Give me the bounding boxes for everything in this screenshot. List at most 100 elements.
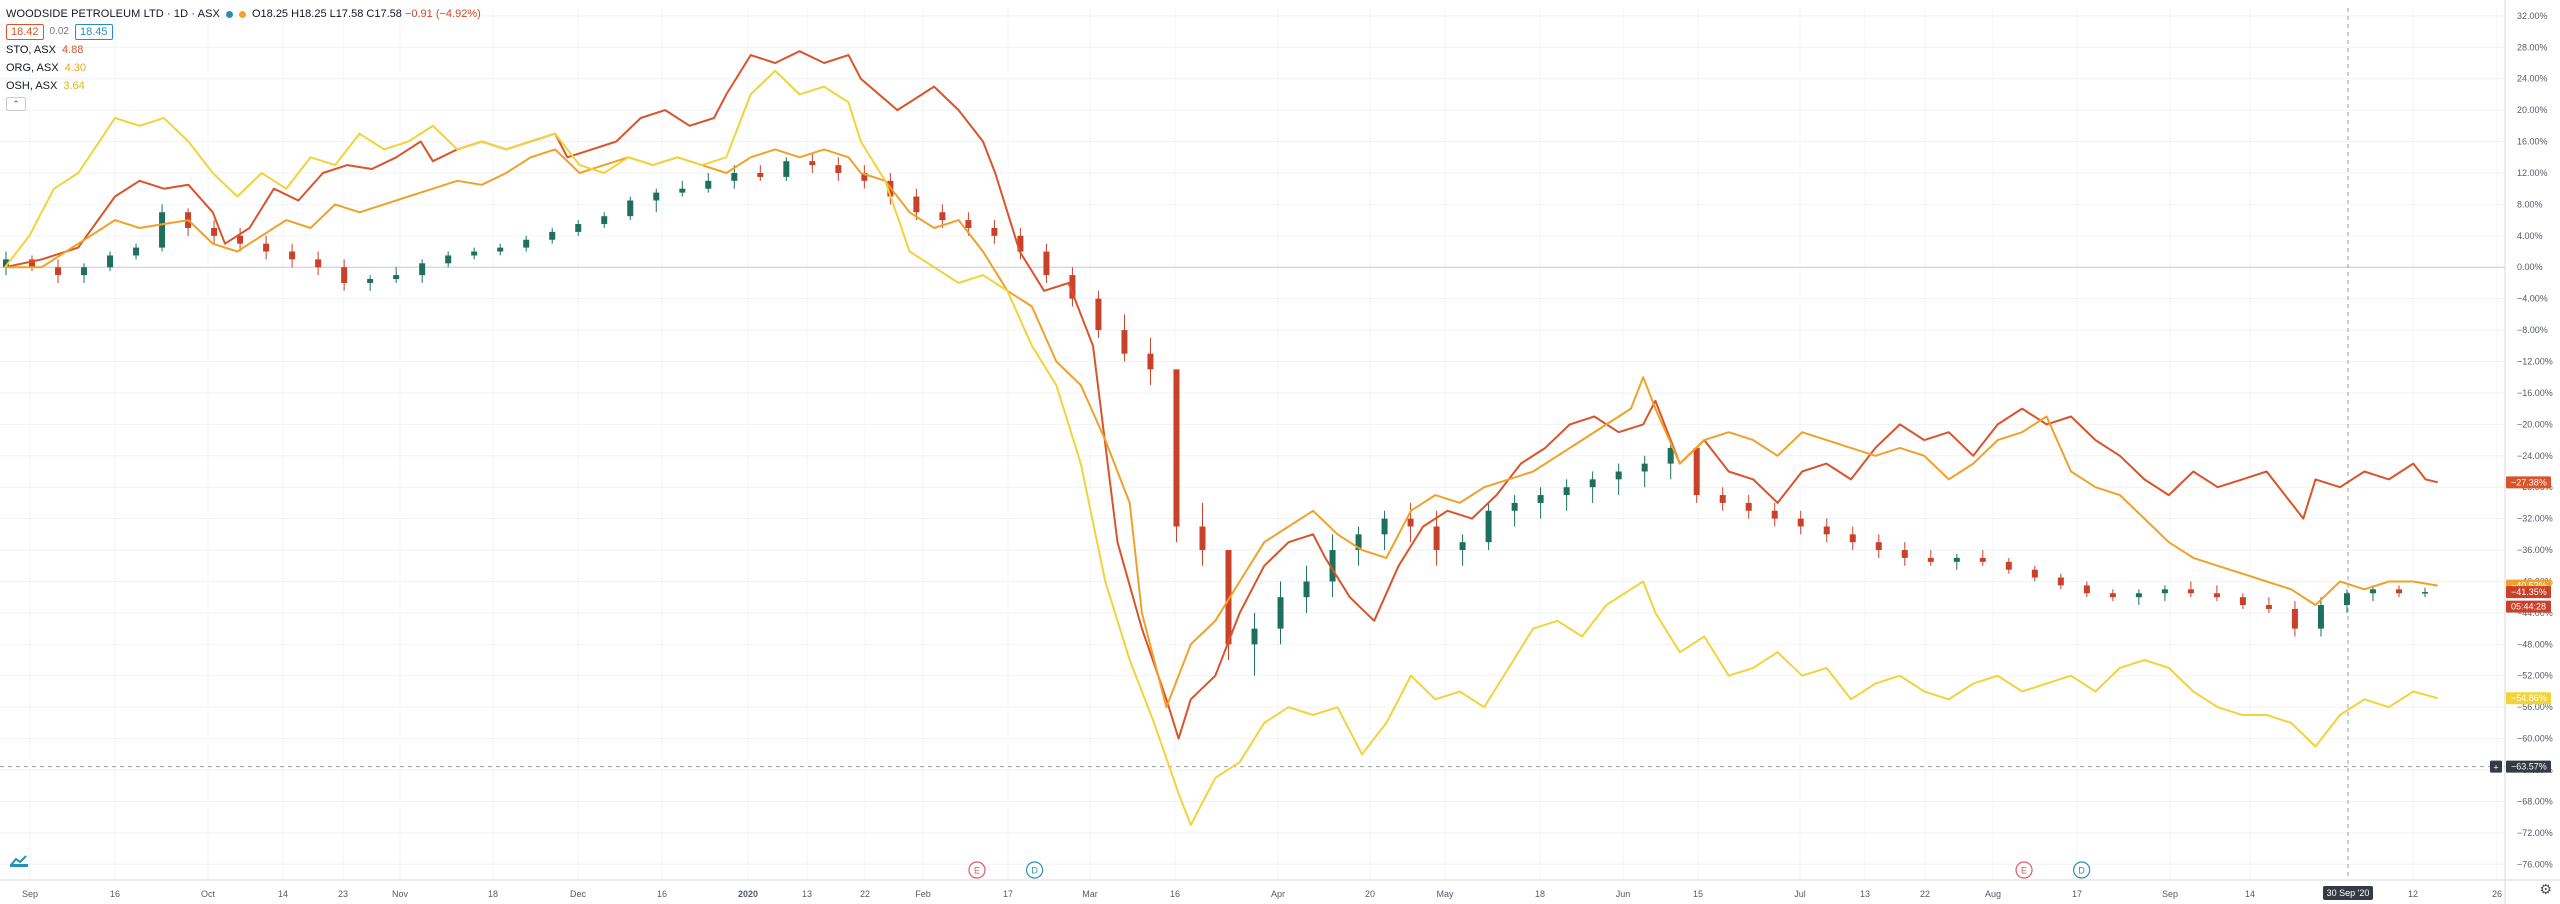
- x-tick-label: 16: [110, 889, 120, 899]
- y-tick-label: −52.00%: [2517, 671, 2553, 681]
- ohlc-values: O18.25 H18.25 L17.58 C17.58 −0.91 (−4.92…: [252, 7, 481, 21]
- compare-value-sto: 4.88: [61, 44, 84, 56]
- x-tick-label: 12: [2408, 889, 2418, 899]
- event-marker: E: [968, 861, 986, 879]
- candle-body: [1641, 463, 1648, 472]
- x-tick-label: 18: [1535, 889, 1545, 899]
- candle-body: [1043, 251, 1050, 276]
- collapse-legend-icon[interactable]: ⌃: [6, 97, 26, 111]
- candle-body: [965, 220, 972, 228]
- crosshair-date-tag: 30 Sep '20: [2323, 886, 2373, 900]
- ask-box[interactable]: 18.45: [75, 24, 113, 40]
- y-tick-label: 0.00%: [2517, 262, 2543, 272]
- candle-body: [393, 275, 400, 280]
- candle-body: [1979, 557, 1986, 562]
- candle-body: [1875, 542, 1882, 551]
- series-line-sto: [4, 50, 2439, 740]
- candle-body: [575, 224, 582, 232]
- event-label: D: [1031, 866, 1038, 876]
- price-tag: −54.86%: [2506, 692, 2551, 705]
- candle-body: [1485, 510, 1492, 543]
- tradingview-logo-icon[interactable]: [10, 855, 28, 867]
- gear-icon[interactable]: ⚙: [2539, 881, 2552, 897]
- price-tag-text: −27.38%: [2511, 477, 2547, 487]
- price-axis[interactable]: 32.00% 28.00% 24.00% 20.00% 16.00% 12.00% 8.00…: [2517, 11, 2553, 869]
- candle-body: [1121, 330, 1128, 354]
- candle-body: [1459, 542, 1466, 551]
- candle-body: [653, 192, 660, 201]
- time-axis[interactable]: Sep 16 Oct 14 23 Nov 18 Dec 16 2020 13 22 Feb 17 Mar 16…: [22, 889, 2502, 899]
- compare-value-osh: 3.64: [63, 80, 85, 92]
- candle-body: [2135, 593, 2142, 598]
- event-circle: [1025, 861, 1044, 879]
- price-tag-bg: [2506, 476, 2551, 489]
- candle-body: [1251, 628, 1258, 645]
- bid-box[interactable]: 18.42: [6, 24, 44, 40]
- grid-lines: [0, 8, 2505, 880]
- x-tick-label: Mar: [1082, 889, 1098, 899]
- candle-body: [1277, 597, 1284, 629]
- compare-symbol-osh: OSH, ASX: [6, 80, 58, 92]
- y-tick-label: −32.00%: [2517, 514, 2553, 524]
- event-label: E: [974, 866, 980, 876]
- x-tick-label: 14: [2245, 889, 2255, 899]
- candle-body: [835, 165, 842, 173]
- x-tick-label: 23: [338, 889, 348, 899]
- x-tick-label: Feb: [915, 889, 931, 899]
- event-marker: D: [1025, 861, 1044, 879]
- comparison-lines: [4, 50, 2439, 826]
- event-circle: [2073, 861, 2091, 879]
- x-tick-label: 13: [1860, 889, 1870, 899]
- legend-toggle-row: ⌃: [6, 95, 481, 113]
- y-tick-label: −48.00%: [2517, 639, 2553, 649]
- candle-body: [1771, 510, 1778, 519]
- candle-body: [107, 255, 114, 268]
- y-tick-label: 12.00%: [2517, 168, 2548, 178]
- candle-body: [809, 161, 816, 166]
- y-tick-label: 8.00%: [2517, 199, 2543, 209]
- price-tag: 05:44:28: [2506, 600, 2551, 613]
- candle-body: [2213, 593, 2220, 598]
- y-tick-label: −4.00%: [2517, 294, 2548, 304]
- y-tick-label: −76.00%: [2517, 859, 2553, 869]
- crosshair-value-bg: [2506, 760, 2551, 773]
- candle-body: [2265, 605, 2272, 609]
- crosshair-value-text: −63.57%: [2511, 762, 2547, 772]
- candle-body: [1667, 447, 1674, 464]
- price-tag-text: 05:44:28: [2511, 602, 2546, 612]
- x-tick-label: 17: [2072, 889, 2082, 899]
- candle-body: [1095, 298, 1102, 331]
- symbol-title[interactable]: WOODSIDE PETROLEUM LTD · 1D · ASX: [6, 8, 220, 20]
- candle-body: [81, 267, 88, 276]
- candle-body: [939, 212, 946, 221]
- candle-body: [497, 247, 504, 252]
- candle-body: [1017, 235, 1024, 252]
- event-label: E: [2021, 866, 2027, 876]
- compare-row-sto[interactable]: STO, ASX 4.88: [6, 41, 481, 59]
- candle-body: [523, 239, 530, 248]
- candle-body: [341, 267, 348, 283]
- candle-body: [913, 196, 920, 213]
- compare-row-org[interactable]: ORG, ASX 4.30: [6, 59, 481, 77]
- x-tick-label: Nov: [392, 889, 409, 899]
- candle-body: [549, 231, 556, 240]
- price-tag-text: −41.35%: [2511, 587, 2547, 597]
- candle-body: [991, 227, 998, 236]
- x-tick-label: Jun: [1616, 889, 1631, 899]
- x-tick-label: May: [1436, 889, 1454, 899]
- candle-body: [1927, 557, 1934, 562]
- price-tag: −41.35%: [2506, 586, 2551, 599]
- x-tick-label: Jul: [1794, 889, 1806, 899]
- candle-body: [1225, 550, 1232, 645]
- x-tick-label: 18: [488, 889, 498, 899]
- candle-body: [757, 172, 764, 177]
- price-tag-bg: [2506, 692, 2551, 705]
- x-tick-label: 15: [1693, 889, 1703, 899]
- y-tick-label: −68.00%: [2517, 796, 2553, 806]
- x-tick-label: 22: [860, 889, 870, 899]
- candle-body: [2187, 589, 2194, 594]
- compare-row-osh[interactable]: OSH, ASX 3.64: [6, 77, 481, 95]
- y-tick-label: −24.00%: [2517, 451, 2553, 461]
- candle-body: [29, 259, 36, 268]
